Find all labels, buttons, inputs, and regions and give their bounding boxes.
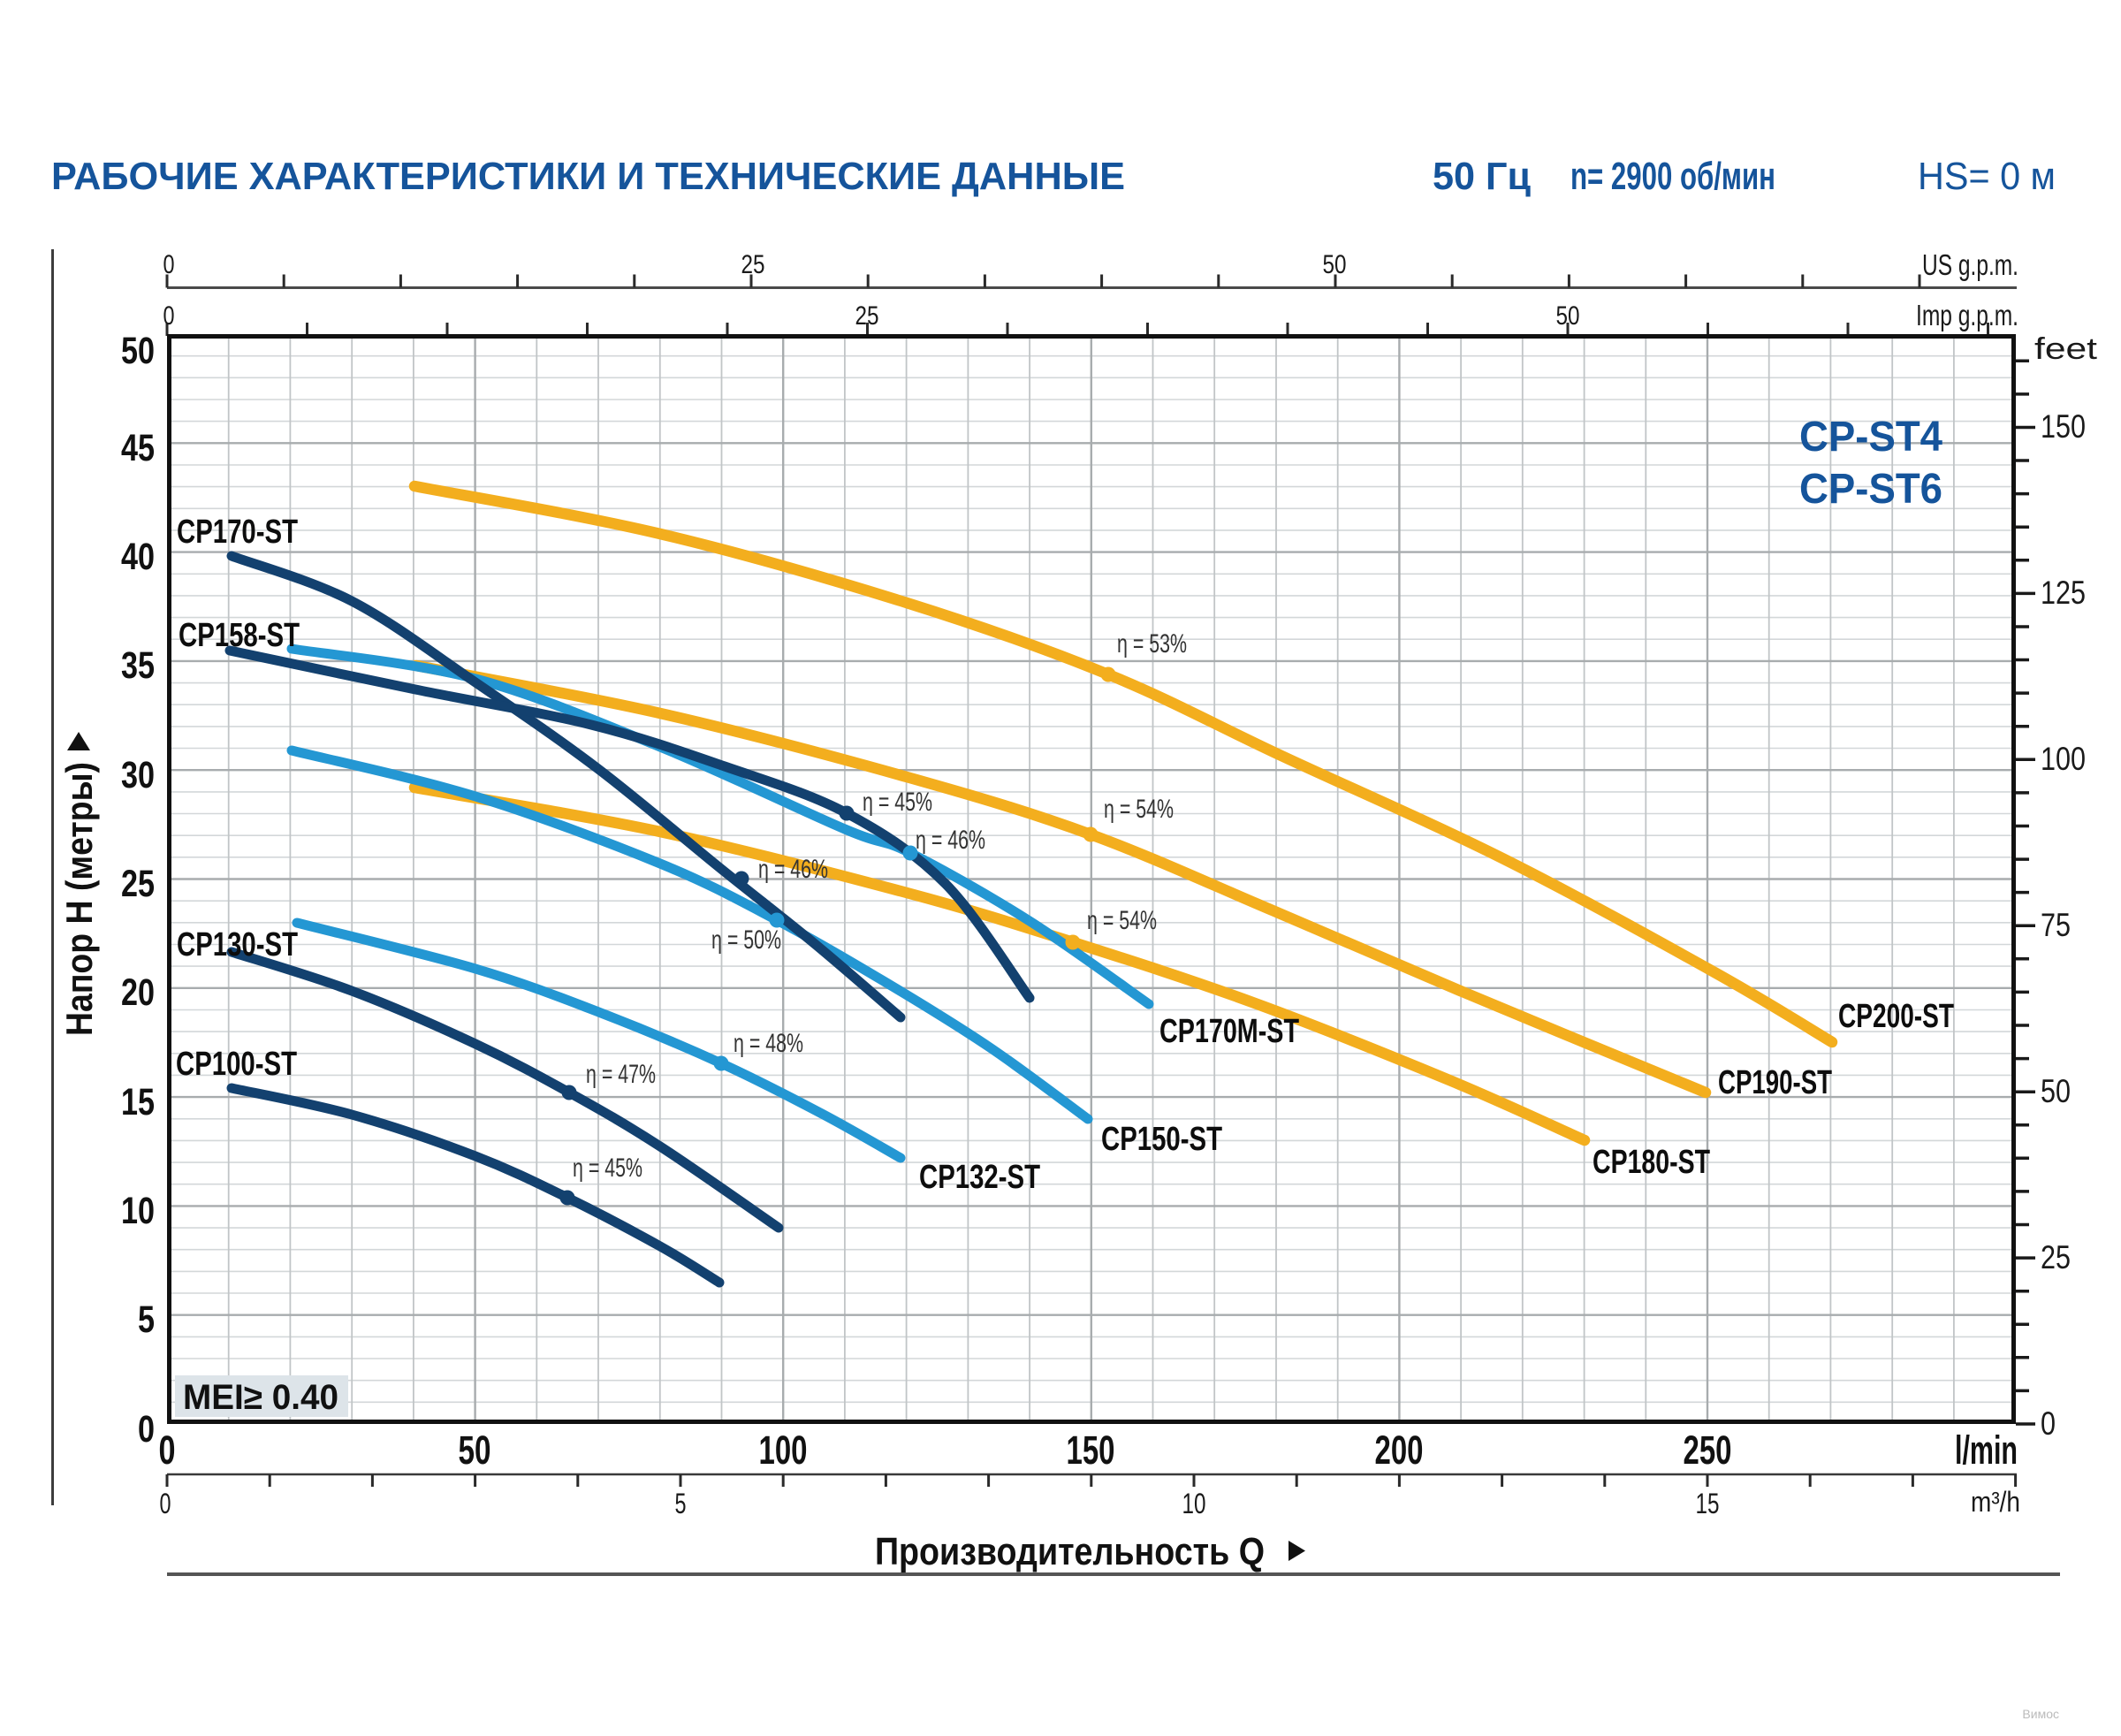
svg-text:20: 20 (121, 971, 155, 1014)
svg-text:5: 5 (675, 1488, 687, 1519)
svg-text:0: 0 (138, 1408, 155, 1450)
svg-text:30: 30 (121, 754, 155, 796)
svg-text:Напор H (метры): Напор H (метры) (58, 762, 100, 1036)
svg-text:5: 5 (138, 1298, 155, 1341)
svg-text:15: 15 (1696, 1488, 1720, 1519)
svg-text:MEI≥ 0.40: MEI≥ 0.40 (183, 1378, 338, 1417)
svg-text:50: 50 (1556, 301, 1580, 331)
svg-text:Imp g.p.m.: Imp g.p.m. (1916, 299, 2018, 331)
svg-text:Вимос: Вимос (2022, 1707, 2059, 1721)
svg-text:feet: feet (2034, 332, 2098, 366)
svg-text:CP200-ST: CP200-ST (1838, 998, 1954, 1035)
svg-text:50: 50 (121, 330, 155, 372)
svg-text:50: 50 (2041, 1073, 2071, 1109)
svg-text:25: 25 (121, 863, 155, 905)
svg-text:CP100-ST: CP100-ST (176, 1046, 297, 1083)
svg-text:150: 150 (2041, 408, 2086, 445)
svg-text:CP-ST4: CP-ST4 (1799, 414, 1942, 461)
svg-text:CP-ST6: CP-ST6 (1799, 466, 1942, 513)
svg-text:0: 0 (2041, 1405, 2056, 1442)
svg-text:0: 0 (163, 301, 175, 331)
svg-text:CP180-ST: CP180-ST (1593, 1144, 1710, 1181)
svg-text:CP130-ST: CP130-ST (177, 926, 298, 963)
svg-text:40: 40 (121, 536, 155, 578)
svg-text:CP170M-ST: CP170M-ST (1159, 1013, 1299, 1050)
svg-text:10: 10 (121, 1190, 155, 1232)
svg-text:Производительность Q: Производительность Q (875, 1530, 1265, 1573)
svg-text:100: 100 (759, 1428, 808, 1473)
svg-text:25: 25 (741, 250, 765, 279)
svg-text:0: 0 (160, 1488, 171, 1519)
svg-text:η = 50%: η = 50% (711, 925, 781, 955)
svg-text:0: 0 (163, 250, 175, 279)
svg-text:25: 25 (2041, 1239, 2071, 1275)
svg-text:η = 46%: η = 46% (916, 826, 985, 855)
svg-text:l/min: l/min (1955, 1428, 2018, 1473)
svg-text:η = 48%: η = 48% (734, 1029, 803, 1058)
svg-text:η = 45%: η = 45% (573, 1154, 642, 1183)
svg-text:η = 45%: η = 45% (863, 788, 932, 817)
svg-text:РАБОЧИЕ ХАРАКТЕРИСТИКИ И ТЕХНИ: РАБОЧИЕ ХАРАКТЕРИСТИКИ И ТЕХНИЧЕСКИЕ ДАН… (51, 155, 1125, 198)
svg-text:n= 2900 об/мин: n= 2900 об/мин (1570, 155, 1775, 198)
svg-text:25: 25 (855, 301, 879, 331)
svg-text:CP170-ST: CP170-ST (177, 514, 298, 551)
svg-text:50: 50 (1323, 250, 1347, 279)
svg-text:m³/h: m³/h (1971, 1486, 2020, 1518)
svg-text:50: 50 (459, 1428, 491, 1473)
svg-text:250: 250 (1684, 1428, 1732, 1473)
svg-text:50 Гц: 50 Гц (1433, 155, 1531, 198)
svg-text:CP150-ST: CP150-ST (1101, 1121, 1222, 1158)
svg-text:45: 45 (121, 427, 155, 469)
svg-text:η = 53%: η = 53% (1117, 629, 1187, 659)
svg-text:η = 46%: η = 46% (758, 855, 828, 884)
svg-text:η = 54%: η = 54% (1104, 795, 1174, 824)
svg-text:100: 100 (2041, 741, 2086, 777)
svg-text:CP158-ST: CP158-ST (179, 617, 300, 654)
svg-text:150: 150 (1067, 1428, 1115, 1473)
svg-text:US g.p.m.: US g.p.m. (1922, 248, 2018, 281)
svg-text:200: 200 (1375, 1428, 1424, 1473)
svg-text:75: 75 (2041, 907, 2071, 943)
svg-text:35: 35 (121, 644, 155, 687)
svg-text:10: 10 (1182, 1488, 1206, 1519)
svg-text:CP190-ST: CP190-ST (1718, 1064, 1832, 1101)
svg-text:15: 15 (121, 1081, 155, 1123)
svg-text:η = 47%: η = 47% (586, 1060, 656, 1089)
svg-text:125: 125 (2041, 575, 2086, 611)
svg-text:0: 0 (159, 1428, 176, 1473)
svg-text:η = 54%: η = 54% (1087, 906, 1157, 935)
svg-text:CP132-ST: CP132-ST (919, 1159, 1040, 1196)
svg-text:HS= 0 м: HS= 0 м (1918, 155, 2056, 198)
